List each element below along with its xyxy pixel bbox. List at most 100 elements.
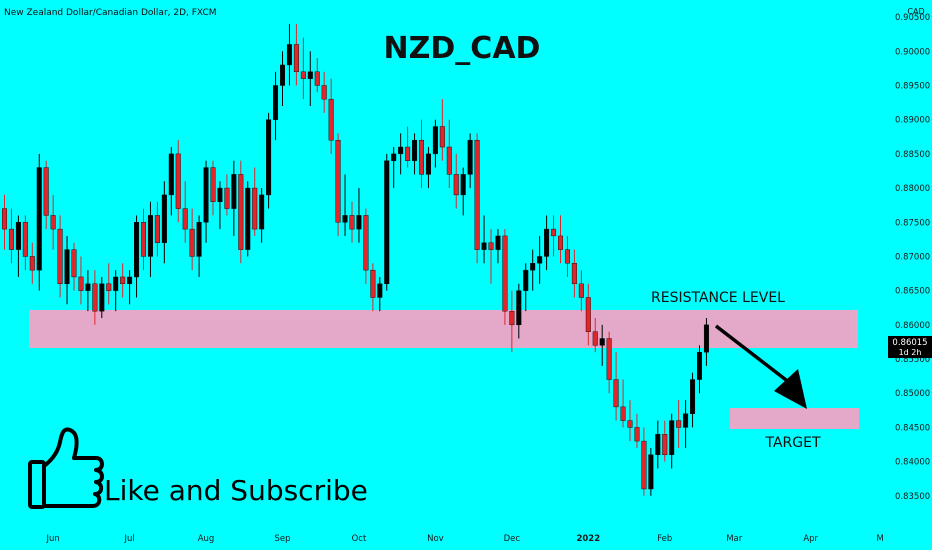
candle-body bbox=[412, 139, 418, 161]
candle bbox=[120, 263, 126, 298]
target-label: TARGET bbox=[764, 435, 820, 451]
candle bbox=[71, 242, 77, 291]
price-tick-label: 0.85500 bbox=[895, 355, 930, 365]
thumbs-up-icon bbox=[28, 427, 104, 509]
candle bbox=[551, 215, 557, 257]
price-tick-label: 0.85000 bbox=[895, 389, 930, 399]
candle-body bbox=[606, 338, 612, 380]
candle bbox=[57, 215, 63, 298]
candle-body bbox=[703, 324, 709, 353]
candle bbox=[425, 147, 431, 189]
candle bbox=[314, 58, 320, 93]
candle bbox=[286, 23, 292, 86]
candle-body bbox=[453, 174, 459, 196]
candle-body bbox=[683, 413, 689, 428]
candle bbox=[168, 147, 174, 216]
price-tick-label: 0.89500 bbox=[895, 81, 930, 91]
candle-body bbox=[467, 139, 473, 175]
candle-body bbox=[641, 440, 647, 490]
price-tag-value: 0.86015 bbox=[892, 338, 927, 348]
candle-body bbox=[2, 208, 7, 230]
resistance-zone bbox=[29, 310, 858, 348]
candle bbox=[370, 263, 376, 312]
time-tick-label: Aug bbox=[198, 534, 215, 544]
candle-body bbox=[613, 379, 619, 408]
candle bbox=[363, 208, 369, 284]
candle bbox=[571, 249, 577, 298]
candle bbox=[85, 270, 91, 312]
candle-body bbox=[127, 276, 133, 285]
price-tick-label: 0.87000 bbox=[895, 252, 930, 262]
candle-body bbox=[8, 228, 14, 250]
candle bbox=[106, 263, 112, 305]
candle-body bbox=[280, 64, 286, 86]
candle bbox=[2, 194, 7, 250]
candle bbox=[377, 276, 383, 312]
candle bbox=[203, 160, 209, 243]
candle-body bbox=[99, 283, 105, 312]
candle-body bbox=[92, 283, 98, 312]
candle bbox=[245, 181, 251, 257]
candle-body bbox=[147, 215, 153, 257]
candle-body bbox=[217, 187, 223, 202]
candle bbox=[43, 160, 49, 230]
time-tick-label: Jul bbox=[123, 534, 134, 544]
candle bbox=[495, 229, 501, 264]
candle bbox=[210, 160, 216, 216]
candle bbox=[627, 400, 633, 442]
candle-body bbox=[432, 126, 438, 155]
candle bbox=[592, 318, 598, 353]
candle-body bbox=[43, 167, 49, 216]
candles-group bbox=[2, 23, 709, 496]
candle-body bbox=[377, 283, 383, 298]
candle bbox=[189, 208, 195, 271]
candle-body bbox=[182, 208, 188, 230]
candle bbox=[634, 413, 640, 448]
price-tick-label: 0.83500 bbox=[895, 492, 930, 502]
candle-body bbox=[22, 222, 28, 257]
candle-body bbox=[238, 174, 244, 250]
candle-body bbox=[627, 420, 633, 428]
time-tick-label: Apr bbox=[803, 534, 818, 544]
candle bbox=[509, 290, 515, 353]
candle bbox=[585, 283, 591, 346]
candle bbox=[683, 400, 689, 448]
price-tick-label: 0.88500 bbox=[895, 150, 930, 160]
candle-body bbox=[189, 228, 195, 257]
candle-body bbox=[356, 215, 362, 230]
candle-body bbox=[71, 249, 77, 278]
candle-body bbox=[509, 310, 515, 326]
candle bbox=[127, 270, 133, 305]
candle bbox=[356, 188, 362, 243]
candle-body bbox=[537, 256, 543, 264]
candle-body bbox=[106, 283, 112, 291]
candle bbox=[300, 37, 306, 100]
candle bbox=[613, 352, 619, 421]
candle bbox=[140, 208, 146, 271]
symbol-label[interactable]: New Zealand Dollar/Canadian Dollar, 2D, … bbox=[4, 8, 217, 18]
price-tick-label: 0.90500 bbox=[895, 13, 930, 23]
candle bbox=[488, 229, 494, 284]
time-tick-label: Nov bbox=[427, 534, 444, 544]
candle-body bbox=[259, 194, 265, 230]
candle-body bbox=[474, 139, 480, 250]
time-axis[interactable]: Jun Jul Aug Sep Oct Nov Dec 2022 Feb Mar Apr M bbox=[46, 534, 884, 544]
candle bbox=[273, 71, 279, 141]
candle bbox=[530, 249, 536, 291]
candle-body bbox=[300, 71, 306, 79]
candle bbox=[113, 270, 119, 312]
candle-body bbox=[140, 222, 146, 257]
price-tag bbox=[888, 336, 932, 358]
candle-body bbox=[175, 153, 181, 209]
candle bbox=[175, 140, 181, 223]
price-axis[interactable]: 0.83500 0.84000 0.84500 0.85000 0.85500 0.860… bbox=[895, 13, 930, 502]
candle-body bbox=[29, 256, 35, 271]
candle bbox=[147, 201, 153, 277]
time-tick-label: Oct bbox=[352, 534, 367, 544]
price-tick-label: 0.86500 bbox=[895, 287, 930, 297]
candle-body bbox=[370, 269, 376, 298]
cta-text: Like and Subscribe bbox=[104, 474, 368, 507]
candle bbox=[564, 235, 570, 277]
candle bbox=[432, 119, 438, 168]
